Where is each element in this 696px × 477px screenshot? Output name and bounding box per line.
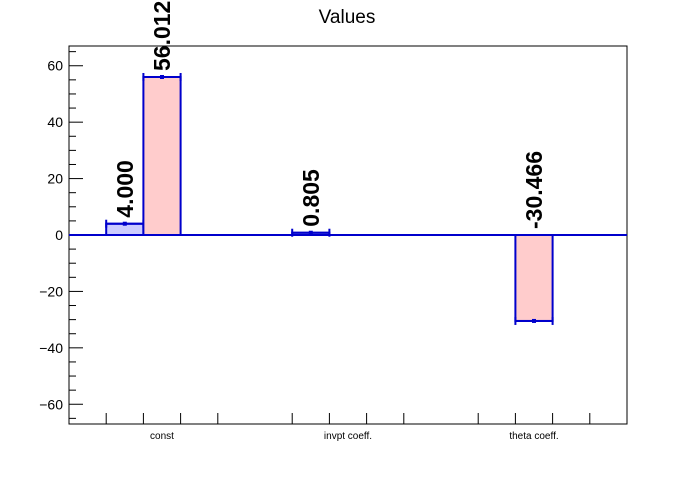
data-label: 0.805: [298, 169, 324, 227]
y-tick-label: 20: [47, 171, 63, 187]
y-tick-label: −60: [39, 396, 63, 412]
y-tick-label: 0: [55, 227, 63, 243]
x-tick-label: theta coeff.: [509, 431, 558, 442]
y-tick-label: 40: [47, 114, 63, 130]
error-bar-marker: [532, 318, 536, 323]
x-axis: const invpt coeff. theta coeff.: [105, 413, 591, 442]
bar: [142, 75, 182, 236]
chart-title: Values: [319, 7, 376, 28]
y-tick-label: −40: [39, 340, 63, 356]
error-bar-marker: [160, 74, 164, 79]
data-label: 4.000: [112, 160, 138, 218]
x-tick-label: const: [150, 431, 174, 442]
y-tick-label: 60: [47, 58, 63, 74]
bars-group: [105, 72, 554, 325]
x-tick-label: invpt coeff.: [324, 431, 372, 442]
bar: [514, 234, 554, 322]
error-bar-marker: [308, 230, 313, 235]
data-labels-group: 4.000 0.805 56.012 -30.466: [112, 1, 547, 229]
data-label: 56.012: [149, 1, 175, 71]
y-tick-label: −20: [39, 283, 63, 299]
error-bar-marker: [122, 221, 127, 226]
data-label: -30.466: [521, 151, 547, 229]
y-axis: −60 −40 −20 0 20 40 60: [39, 51, 83, 419]
